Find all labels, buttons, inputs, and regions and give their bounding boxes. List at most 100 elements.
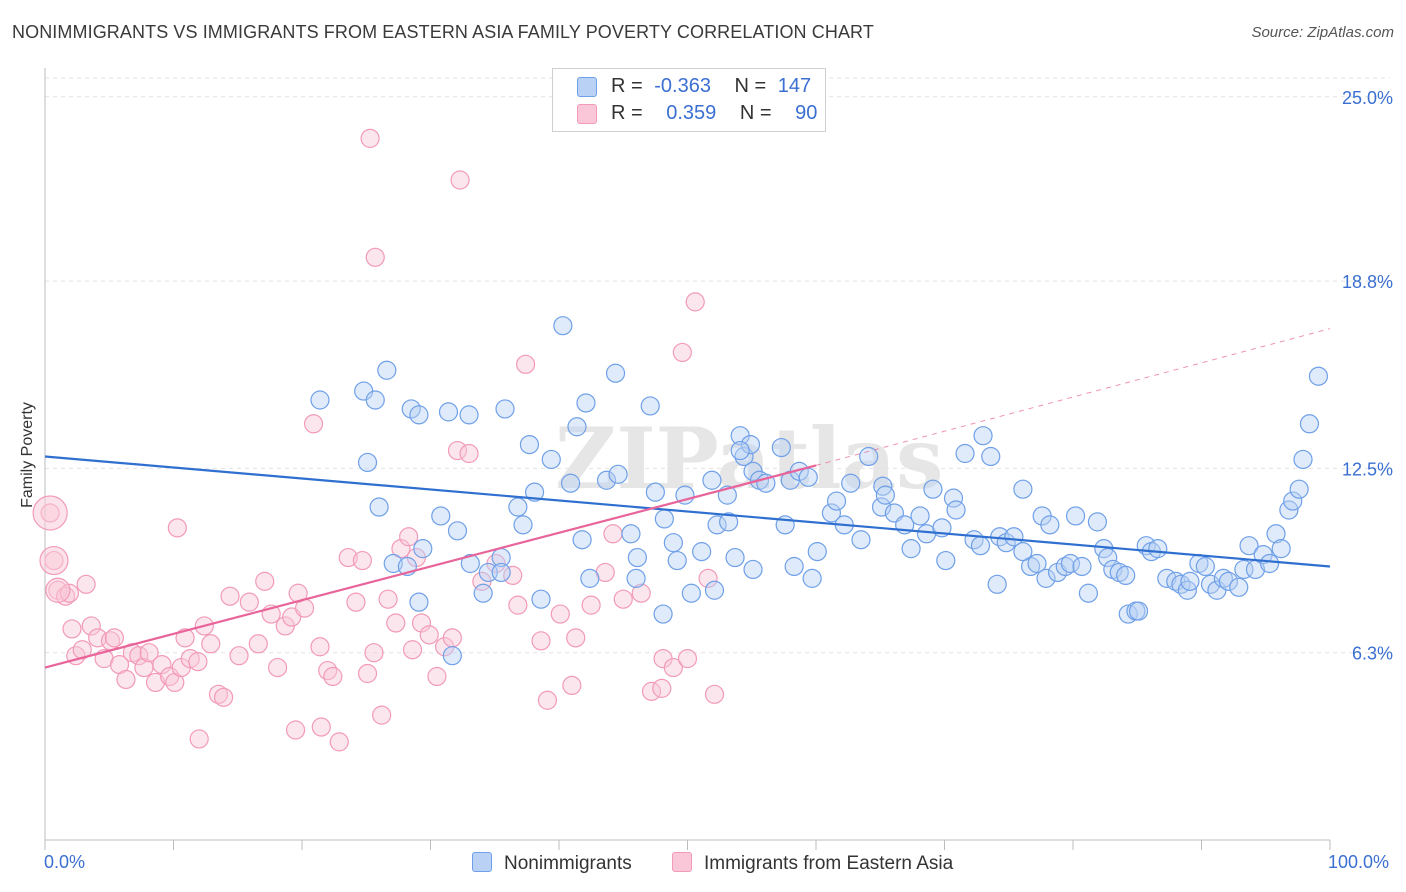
blue-point xyxy=(730,440,750,461)
legend-n-value: 90 xyxy=(795,102,818,124)
blue-point xyxy=(859,446,879,467)
blue-point xyxy=(821,503,842,523)
blue-point xyxy=(605,363,626,383)
blue-point xyxy=(851,530,871,550)
pink-point xyxy=(399,527,419,547)
pink-point xyxy=(201,634,221,654)
blue-point xyxy=(1013,479,1033,499)
blue-point xyxy=(841,473,861,493)
pink-point xyxy=(685,292,705,312)
pink-point xyxy=(562,675,582,696)
blue-point xyxy=(719,512,739,532)
pink-point xyxy=(442,628,462,648)
blue-point xyxy=(970,536,991,556)
legend-label-immigrants: Immigrants from Eastern Asia xyxy=(704,853,954,874)
chart-title: NONIMMIGRANTS VS IMMIGRANTS FROM EASTERN… xyxy=(12,22,874,42)
blue-point xyxy=(553,316,573,336)
blue-point xyxy=(369,497,389,517)
pink-point xyxy=(303,414,324,434)
pink-point xyxy=(677,649,698,669)
blue-point xyxy=(681,583,701,603)
pink-point xyxy=(188,652,208,672)
pink-point xyxy=(378,589,398,609)
blue-point xyxy=(725,547,745,568)
legend-r-label: R = xyxy=(611,75,643,97)
blue-point xyxy=(1308,366,1329,386)
stats-legend: R = -0.363 N = 147 R = 0.359 N = 90 xyxy=(552,68,826,132)
blue-point xyxy=(936,550,956,571)
blue-point xyxy=(1036,568,1056,588)
legend-r-value: -0.363 xyxy=(654,75,711,97)
pink-point xyxy=(229,646,249,666)
blue-point xyxy=(1213,568,1233,588)
blue-point xyxy=(743,559,763,580)
blue-point xyxy=(1055,556,1075,577)
blue-point xyxy=(1040,515,1060,535)
pink-point xyxy=(255,571,275,591)
pink-point xyxy=(631,583,651,603)
pink-point xyxy=(402,640,423,660)
pink-point xyxy=(360,128,380,148)
trend-line-immigrants-extension xyxy=(815,328,1331,466)
blue-point xyxy=(955,443,975,464)
blue-point xyxy=(1072,556,1092,577)
blue-point xyxy=(663,533,683,553)
legend-r-value: 0.359 xyxy=(666,102,717,124)
blue-point xyxy=(1148,539,1168,559)
blue-point xyxy=(1271,539,1291,559)
blue-point xyxy=(626,568,646,588)
pink-point xyxy=(427,666,447,687)
blue-point xyxy=(1180,571,1200,591)
blue-point xyxy=(692,542,712,562)
pink-point xyxy=(189,729,209,749)
blue-point xyxy=(1293,449,1313,470)
pink-point xyxy=(550,604,570,624)
blue-point xyxy=(798,467,818,487)
pink-point xyxy=(459,443,479,464)
pink-point xyxy=(267,657,288,678)
pink-point xyxy=(672,342,692,363)
blue-point xyxy=(541,449,561,470)
source-label: Source: ZipAtlas.com xyxy=(1251,24,1394,41)
legend-n-value: 147 xyxy=(777,75,812,97)
blue-point xyxy=(704,580,725,600)
blue-point xyxy=(653,604,673,624)
blue-point xyxy=(1013,542,1033,562)
blue-point xyxy=(383,553,403,574)
y-tick-label: 6.3% xyxy=(1352,644,1393,664)
blue-point xyxy=(802,568,822,588)
blue-point xyxy=(621,524,641,544)
pink-point xyxy=(698,568,718,588)
pink-point xyxy=(346,592,366,612)
blue-point xyxy=(310,390,330,410)
blue-point xyxy=(667,550,687,571)
pink-point xyxy=(76,574,96,594)
legend-item-immigrants: Immigrants from Eastern Asia xyxy=(672,852,953,875)
legend-n-label: N = xyxy=(734,75,767,97)
pink-point xyxy=(419,625,439,645)
pink-point xyxy=(652,678,672,698)
blue-point xyxy=(740,434,761,455)
legend-r-label: R = xyxy=(611,102,643,124)
blue-point xyxy=(1260,553,1280,574)
pink-point xyxy=(663,657,683,678)
pink-point xyxy=(515,354,536,374)
pink-swatch-icon xyxy=(577,104,597,124)
blue-point xyxy=(1128,601,1149,621)
blue-point xyxy=(784,556,804,577)
blue-point xyxy=(401,399,421,419)
blue-point xyxy=(1060,553,1081,574)
y-tick-label: 25.0% xyxy=(1342,88,1393,108)
blue-point xyxy=(442,646,462,666)
blue-point xyxy=(519,434,540,455)
blue-point xyxy=(459,405,479,425)
blue-swatch-icon xyxy=(577,77,597,97)
blue-point xyxy=(473,583,493,603)
blue-point xyxy=(508,497,528,517)
pink-point-large xyxy=(39,545,69,576)
pink-point xyxy=(537,690,558,710)
pink-point xyxy=(104,628,124,648)
watermark: ZIPatlas xyxy=(555,409,943,508)
blue-point xyxy=(946,500,966,520)
